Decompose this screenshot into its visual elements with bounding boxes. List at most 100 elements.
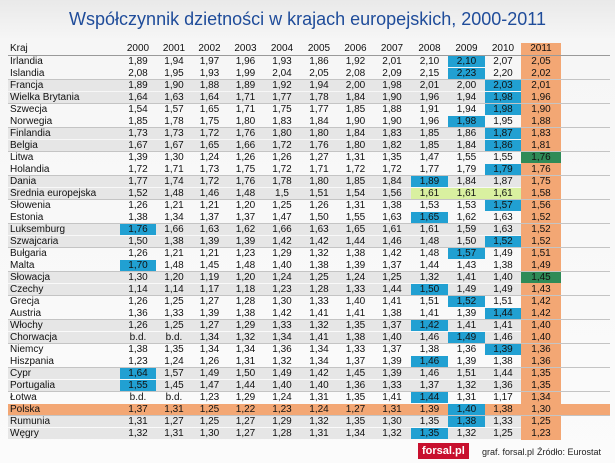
- value-cell: 1,36: [128, 308, 148, 319]
- value-cell: 1,34: [309, 344, 329, 355]
- value-cell: 1,78: [272, 176, 292, 187]
- value-cell: 1,88: [382, 104, 402, 115]
- value-cell: 1,30: [128, 272, 148, 283]
- value-cell: 1,34: [272, 332, 292, 343]
- page-title: Współczynnik dzietności w krajach europe…: [69, 9, 546, 29]
- value-cell: 1,71: [309, 164, 329, 175]
- value-cell: 1,84: [345, 92, 366, 103]
- value-cell: 1,80: [309, 128, 329, 139]
- value-cell: 1,27: [199, 320, 220, 331]
- value-cell: 1,90: [531, 104, 551, 115]
- table-row: Łotwa b.d. b.d. 1,23 1,29 1,24 1,31 1,35 1,41 1,4…: [8, 392, 610, 403]
- value-cell: 1,31: [345, 152, 366, 163]
- table-row: Bułgaria 1,26 1,21 1,21 1,23 1,29 1,32 1,38 1,42…: [8, 248, 610, 259]
- value-cell: 2,05: [309, 68, 329, 79]
- value-cell: 1,38: [493, 404, 513, 415]
- value-cell: 1,33: [345, 344, 366, 355]
- value-cell: 1,21: [164, 248, 184, 259]
- value-cell: 1,20: [235, 272, 256, 283]
- value-cell: 1,34: [309, 356, 329, 367]
- value-cell: 1,75: [531, 176, 551, 187]
- value-cell: 1,41: [456, 272, 477, 283]
- row-divider: [8, 199, 610, 200]
- value-cell: 1,38: [382, 308, 402, 319]
- value-cell: 1,24: [345, 272, 366, 283]
- value-cell: 1,37: [419, 380, 440, 391]
- forsal-logo[interactable]: forsal.pl: [418, 443, 469, 459]
- value-cell: 1,27: [235, 428, 256, 439]
- value-cell: 1,90: [345, 116, 366, 127]
- value-cell: 1,23: [531, 428, 551, 439]
- value-cell: 1,96: [419, 92, 440, 103]
- value-cell: 1,63: [493, 212, 513, 223]
- value-cell: 1,23: [199, 392, 220, 403]
- value-cell: 1,40: [531, 332, 551, 343]
- value-cell: 1,26: [272, 152, 292, 163]
- table-row: Holandia 1,72 1,71 1,73 1,75 1,72 1,71 1,72 1,72…: [8, 164, 610, 175]
- value-cell: 1,92: [345, 56, 366, 67]
- value-cell: 1,88: [531, 116, 551, 127]
- value-cell: 1,72: [272, 140, 292, 151]
- value-cell: 1,19: [199, 272, 220, 283]
- country-name: Chorwacja: [10, 332, 58, 343]
- value-cell-highlight: 1,44: [411, 392, 448, 403]
- value-cell: 1,73: [128, 128, 148, 139]
- value-cell: 1,38: [419, 344, 440, 355]
- value-cell: 1,29: [272, 416, 292, 427]
- value-cell: 1,79: [456, 164, 477, 175]
- table-row: Belgia 1,67 1,67 1,65 1,66 1,72 1,76 1,80 1,82 1,…: [8, 140, 610, 151]
- value-cell: 1,25: [309, 272, 329, 283]
- value-cell: 1,32: [456, 428, 477, 439]
- value-cell: 1,76: [309, 140, 329, 151]
- value-cell: 1,49: [456, 284, 477, 295]
- value-cell: 1,41: [456, 320, 477, 331]
- value-cell: 1,39: [345, 260, 366, 271]
- country-name: Norwegia: [10, 116, 53, 127]
- header-divider: [8, 55, 610, 56]
- value-cell: 1,72: [272, 164, 292, 175]
- value-cell: 1,25: [272, 200, 292, 211]
- country-name: Słowacja: [10, 272, 51, 283]
- value-cell: 1,96: [419, 116, 440, 127]
- value-cell: 1,36: [345, 380, 366, 391]
- country-name: Luksemburg: [10, 224, 66, 235]
- value-cell: 1,64: [199, 92, 220, 103]
- row-stripe: [8, 416, 521, 427]
- header-year: 2010: [491, 43, 515, 54]
- value-cell: 1,32: [272, 356, 292, 367]
- value-cell: 1,66: [235, 140, 256, 151]
- row-stripe: [8, 332, 521, 343]
- value-cell: 1,23: [128, 356, 148, 367]
- value-cell: 1,38: [128, 344, 148, 355]
- value-cell: 1,66: [164, 224, 184, 235]
- value-cell: 1,94: [456, 92, 477, 103]
- value-cell: 1,42: [272, 236, 292, 247]
- value-cell: 1,99: [235, 68, 256, 79]
- row-divider: [8, 103, 610, 104]
- value-cell: 1,85: [128, 116, 148, 127]
- value-cell: 1,55: [456, 152, 477, 163]
- value-cell: 1,93: [199, 68, 220, 79]
- value-cell: 1,83: [382, 128, 402, 139]
- value-cell: 1,32: [309, 416, 329, 427]
- value-cell: 1,39: [382, 356, 402, 367]
- country-name: Belgia: [10, 140, 38, 151]
- value-cell: 1,63: [309, 224, 329, 235]
- table-row: Dania 1,77 1,74 1,72 1,76 1,78 1,80 1,85 1,84 1,8…: [8, 176, 610, 187]
- header-year: 2000: [126, 43, 150, 54]
- value-cell: 1,41: [345, 308, 366, 319]
- value-cell: 1,51: [309, 188, 329, 199]
- table-header: Kraj 2000 2001 2002 2003 2004 2005 2006 2007 2008…: [8, 43, 610, 54]
- value-cell-highlight: 1,38: [448, 416, 485, 427]
- value-cell: 1,20: [164, 272, 184, 283]
- value-cell: 1,31: [309, 428, 329, 439]
- row-stripe: [8, 224, 521, 235]
- value-cell: 1,30: [382, 416, 402, 427]
- value-cell: 1,34: [235, 344, 256, 355]
- table-row: Szwajcaria 1,50 1,38 1,39 1,39 1,42 1,42 1,44 1,…: [8, 236, 610, 247]
- value-cell-highlight: 1,79: [485, 164, 521, 175]
- country-name: Malta: [10, 260, 35, 271]
- value-cell: 1,21: [199, 248, 220, 259]
- value-cell: 1,65: [345, 224, 366, 235]
- value-cell: 1,73: [164, 128, 184, 139]
